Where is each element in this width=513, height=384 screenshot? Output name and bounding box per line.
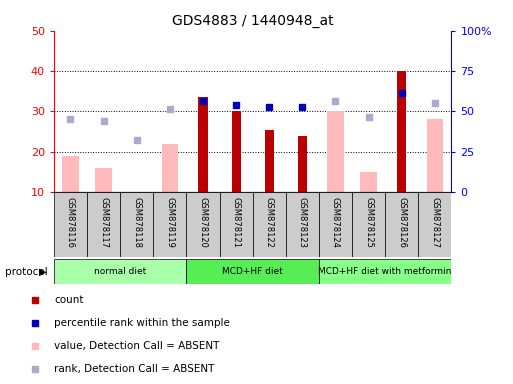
Bar xyxy=(418,192,451,257)
Text: GSM878126: GSM878126 xyxy=(397,197,406,248)
Text: GSM878117: GSM878117 xyxy=(99,197,108,248)
Text: GSM878127: GSM878127 xyxy=(430,197,439,248)
Text: rank, Detection Call = ABSENT: rank, Detection Call = ABSENT xyxy=(54,364,215,374)
Text: GSM878125: GSM878125 xyxy=(364,197,373,248)
Bar xyxy=(327,111,344,192)
Text: GSM878120: GSM878120 xyxy=(199,197,207,248)
Bar xyxy=(397,71,406,192)
Text: protocol: protocol xyxy=(5,266,48,277)
Text: GSM878116: GSM878116 xyxy=(66,197,75,248)
Text: MCD+HF diet with metformin: MCD+HF diet with metformin xyxy=(319,267,452,276)
Bar xyxy=(252,192,286,257)
Text: count: count xyxy=(54,295,84,305)
Bar xyxy=(286,192,319,257)
Bar xyxy=(360,172,377,192)
Bar xyxy=(153,192,186,257)
Text: ▶: ▶ xyxy=(38,266,46,277)
Bar xyxy=(427,119,443,192)
Bar xyxy=(54,192,87,257)
Bar xyxy=(385,192,418,257)
Text: GSM878118: GSM878118 xyxy=(132,197,141,248)
Bar xyxy=(319,259,451,284)
Text: MCD+HF diet: MCD+HF diet xyxy=(222,267,283,276)
Bar xyxy=(162,144,178,192)
Text: GSM878123: GSM878123 xyxy=(298,197,307,248)
Text: value, Detection Call = ABSENT: value, Detection Call = ABSENT xyxy=(54,341,220,351)
Bar xyxy=(120,192,153,257)
Text: percentile rank within the sample: percentile rank within the sample xyxy=(54,318,230,328)
Bar xyxy=(95,168,112,192)
Bar xyxy=(62,156,78,192)
Bar xyxy=(186,259,319,284)
Bar xyxy=(298,136,307,192)
Bar xyxy=(54,259,186,284)
Text: GSM878124: GSM878124 xyxy=(331,197,340,248)
Text: GSM878121: GSM878121 xyxy=(231,197,241,248)
Bar xyxy=(231,111,241,192)
Bar xyxy=(265,129,274,192)
Text: GSM878122: GSM878122 xyxy=(265,197,274,248)
Text: GSM878119: GSM878119 xyxy=(165,197,174,248)
Bar xyxy=(199,97,208,192)
Text: normal diet: normal diet xyxy=(94,267,146,276)
Bar xyxy=(186,192,220,257)
Bar xyxy=(352,192,385,257)
Title: GDS4883 / 1440948_at: GDS4883 / 1440948_at xyxy=(172,14,333,28)
Bar xyxy=(319,192,352,257)
Bar xyxy=(220,192,252,257)
Bar xyxy=(87,192,120,257)
